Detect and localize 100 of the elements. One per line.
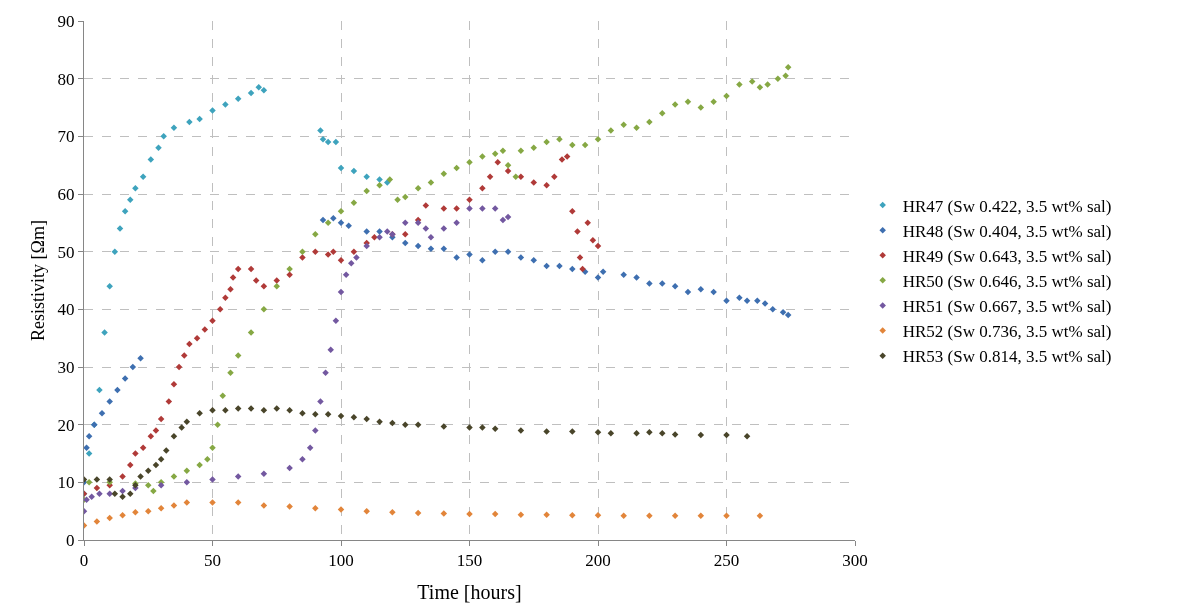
point: [440, 423, 448, 430]
point: [319, 216, 327, 224]
point: [466, 251, 473, 258]
point: [129, 363, 137, 371]
point: [350, 248, 358, 255]
point: [348, 259, 355, 267]
point: [312, 248, 319, 255]
point: [479, 257, 486, 264]
y-tick-label: 10: [57, 473, 75, 493]
point: [152, 461, 160, 469]
point: [98, 409, 106, 417]
point: [137, 355, 144, 362]
point: [178, 424, 185, 431]
point: [342, 271, 350, 278]
point: [594, 242, 602, 250]
point: [183, 418, 191, 426]
y-tick-label: 80: [57, 69, 75, 89]
point: [127, 490, 134, 498]
point: [414, 421, 422, 428]
point: [402, 239, 409, 247]
point: [363, 173, 370, 180]
point: [697, 512, 705, 520]
point: [479, 205, 486, 212]
point: [139, 173, 147, 180]
point: [345, 222, 352, 229]
point: [363, 228, 370, 235]
point: [363, 507, 370, 515]
x-tick-label: 250: [713, 551, 740, 571]
point: [466, 205, 473, 212]
point: [175, 363, 183, 371]
point: [157, 456, 165, 463]
point: [659, 280, 666, 287]
point: [414, 242, 422, 250]
point: [299, 456, 306, 463]
point: [234, 265, 242, 273]
point: [299, 254, 306, 261]
point: [157, 415, 165, 423]
point: [160, 133, 167, 140]
point: [569, 428, 576, 435]
point: [574, 228, 581, 235]
point: [312, 411, 319, 418]
point: [273, 405, 280, 412]
point: [389, 509, 396, 516]
point: [453, 205, 460, 212]
point: [111, 248, 119, 255]
point: [319, 135, 327, 143]
point: [209, 476, 216, 483]
y-tick-label: 60: [57, 184, 75, 204]
point: [440, 245, 448, 253]
point: [402, 231, 409, 238]
point: [784, 311, 792, 319]
point: [646, 428, 653, 436]
point: [286, 503, 293, 510]
point: [209, 107, 216, 114]
legend-label: HR51 (Sw 0.667, 3.5 wt% sal): [902, 297, 1112, 317]
point: [594, 511, 602, 519]
legend-label: HR52 (Sw 0.736, 3.5 wt% sal): [902, 322, 1112, 342]
point: [504, 213, 512, 221]
point: [736, 294, 743, 302]
point: [479, 424, 486, 431]
point: [769, 306, 777, 313]
point: [479, 184, 486, 192]
point: [376, 228, 383, 235]
point: [646, 280, 653, 287]
point: [327, 346, 334, 353]
point: [337, 164, 345, 172]
point: [671, 283, 679, 290]
point: [422, 225, 430, 232]
point: [255, 84, 263, 91]
point: [106, 514, 113, 522]
point: [414, 509, 422, 517]
y-tick-label: 50: [57, 242, 75, 262]
legend-label: HR47 (Sw 0.422, 3.5 wt% sal): [902, 196, 1112, 216]
point: [222, 101, 229, 108]
point: [779, 308, 787, 316]
point: [145, 467, 152, 475]
point: [440, 225, 448, 232]
legend-label: HR49 (Sw 0.643, 3.5 wt% sal): [902, 246, 1112, 266]
point: [589, 236, 597, 244]
point: [491, 248, 499, 255]
point: [337, 288, 345, 296]
point: [324, 411, 332, 418]
point: [332, 317, 340, 325]
point: [350, 167, 358, 175]
point: [499, 216, 507, 224]
point: [543, 511, 550, 518]
point: [101, 329, 108, 336]
point: [384, 228, 391, 235]
point: [170, 381, 178, 388]
point: [247, 265, 255, 273]
point: [216, 306, 224, 313]
y-tick-label: 20: [57, 415, 75, 435]
point: [127, 461, 134, 469]
point: [322, 369, 329, 377]
legend-label: HR53 (Sw 0.814, 3.5 wt% sal): [902, 347, 1112, 367]
point: [234, 473, 242, 480]
point: [697, 431, 705, 439]
point: [119, 473, 126, 480]
point: [466, 424, 473, 431]
point: [119, 493, 126, 500]
